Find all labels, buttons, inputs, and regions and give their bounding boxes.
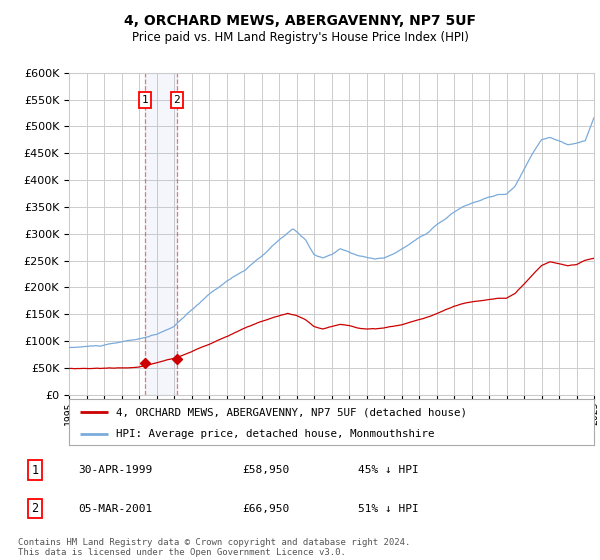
Text: 4, ORCHARD MEWS, ABERGAVENNY, NP7 5UF (detached house): 4, ORCHARD MEWS, ABERGAVENNY, NP7 5UF (d… — [116, 407, 467, 417]
Text: 2: 2 — [31, 502, 38, 515]
Text: HPI: Average price, detached house, Monmouthshire: HPI: Average price, detached house, Monm… — [116, 429, 435, 438]
Text: 05-MAR-2001: 05-MAR-2001 — [78, 503, 152, 514]
Text: 45% ↓ HPI: 45% ↓ HPI — [358, 465, 418, 475]
Text: 2: 2 — [173, 95, 181, 105]
Text: 1: 1 — [142, 95, 148, 105]
Bar — [145, 73, 177, 395]
Text: 51% ↓ HPI: 51% ↓ HPI — [358, 503, 418, 514]
Text: £58,950: £58,950 — [242, 465, 290, 475]
Text: £66,950: £66,950 — [242, 503, 290, 514]
Text: 1: 1 — [31, 464, 38, 477]
Text: Price paid vs. HM Land Registry's House Price Index (HPI): Price paid vs. HM Land Registry's House … — [131, 31, 469, 44]
Text: Contains HM Land Registry data © Crown copyright and database right 2024.
This d: Contains HM Land Registry data © Crown c… — [18, 538, 410, 557]
Text: 4, ORCHARD MEWS, ABERGAVENNY, NP7 5UF: 4, ORCHARD MEWS, ABERGAVENNY, NP7 5UF — [124, 14, 476, 28]
Text: 30-APR-1999: 30-APR-1999 — [78, 465, 152, 475]
